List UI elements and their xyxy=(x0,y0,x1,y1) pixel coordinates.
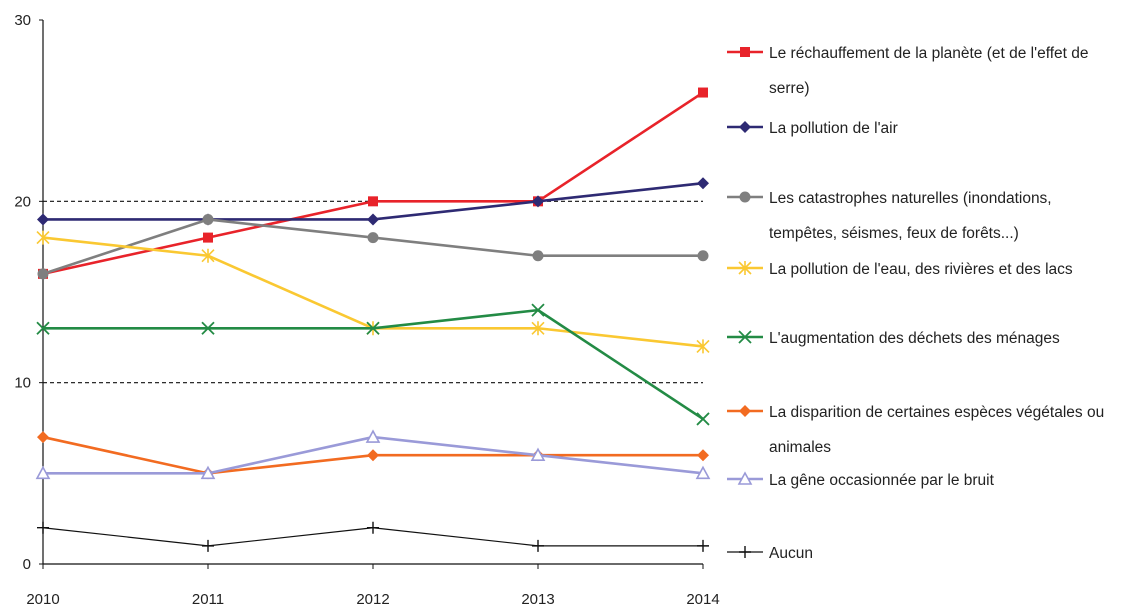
x-tick-label: 2013 xyxy=(521,591,554,608)
legend-item-aucun: Aucun xyxy=(727,545,813,562)
y-tick-label: 10 xyxy=(14,375,31,392)
data-point-la-pollution-de-l-air xyxy=(367,213,379,226)
data-point-le-rechauffement-de-la-planete-et-de-l-e xyxy=(203,232,213,243)
data-point-la-gene-occasionnee-par-le-bruit xyxy=(530,447,546,462)
data-point-aucun xyxy=(37,521,49,534)
legend-item-la-gene-occasionnee-par-le-bruit: La gêne occasionnée par le bruit xyxy=(727,471,995,489)
legend-label: Aucun xyxy=(769,545,813,562)
data-point-aucun xyxy=(532,539,544,552)
data-point-aucun xyxy=(367,521,379,534)
data-point-la-gene-occasionnee-par-le-bruit xyxy=(365,429,381,443)
legend-label: animales xyxy=(769,439,831,456)
x-tick-label: 2012 xyxy=(356,591,389,608)
legend-item-les-catastrophes-naturelles-inondations-: Les catastrophes naturelles (inondations… xyxy=(727,190,1052,242)
data-point-aucun xyxy=(697,539,709,552)
data-point-la-pollution-de-l-air xyxy=(697,177,709,190)
legend-label: La pollution de l'eau, des rivières et d… xyxy=(769,261,1073,278)
data-point-l-augmentation-des-dechets-des-menages xyxy=(201,321,215,335)
data-point-la-gene-occasionnee-par-le-bruit xyxy=(200,465,216,480)
x-tick-label: 2010 xyxy=(26,591,59,608)
legend-swatch-marker xyxy=(739,405,751,417)
legend-label: La disparition de certaines espèces végé… xyxy=(769,404,1104,421)
data-point-l-augmentation-des-dechets-des-menages xyxy=(696,412,710,426)
y-tick-label: 20 xyxy=(14,193,31,210)
data-point-la-pollution-de-l-eau-des-rivieres-et-de xyxy=(696,339,710,354)
data-point-les-catastrophes-naturelles-inondations- xyxy=(367,232,379,244)
data-point-la-pollution-de-l-eau-des-rivieres-et-de xyxy=(531,321,545,336)
series-la-gene-occasionnee-par-le-bruit xyxy=(35,429,711,480)
data-point-la-pollution-de-l-air xyxy=(37,213,49,226)
legend-label: L'augmentation des déchets des ménages xyxy=(769,330,1060,347)
series-l-augmentation-des-dechets-des-menages xyxy=(36,303,710,426)
series-line-les-catastrophes-naturelles-inondations- xyxy=(42,218,703,276)
legend-item-la-pollution-de-l-eau-des-rivieres-et-de: La pollution de l'eau, des rivières et d… xyxy=(727,261,1073,278)
legend: Le réchauffement de la planète (et de l'… xyxy=(727,45,1104,562)
data-point-aucun xyxy=(202,539,214,552)
y-tick-label: 30 xyxy=(14,12,31,29)
data-point-l-augmentation-des-dechets-des-menages xyxy=(366,321,380,335)
data-point-la-disparition-de-certaines-especes-vege xyxy=(367,449,379,462)
data-point-l-augmentation-des-dechets-des-menages xyxy=(36,321,50,335)
series-la-pollution-de-l-eau-des-rivieres-et-de xyxy=(36,230,710,354)
x-tick-label: 2011 xyxy=(192,591,224,608)
data-point-les-catastrophes-naturelles-inondations- xyxy=(37,268,49,280)
data-point-la-pollution-de-l-eau-des-rivieres-et-de xyxy=(36,230,50,245)
data-point-le-rechauffement-de-la-planete-et-de-l-e xyxy=(698,87,708,98)
data-point-la-gene-occasionnee-par-le-bruit xyxy=(695,465,711,480)
y-tick-label: 0 xyxy=(23,556,31,573)
legend-swatch-marker xyxy=(738,261,752,275)
legend-label: tempêtes, séismes, feux de forêts...) xyxy=(769,225,1019,242)
legend-item-le-rechauffement-de-la-planete-et-de-l-e: Le réchauffement de la planète (et de l'… xyxy=(727,45,1089,97)
series-les-catastrophes-naturelles-inondations- xyxy=(37,213,709,280)
series-layer xyxy=(35,87,711,552)
legend-swatch-marker xyxy=(739,191,751,203)
legend-swatch-marker xyxy=(739,546,751,558)
legend-label: La gêne occasionnée par le bruit xyxy=(769,472,995,489)
legend-swatch-marker xyxy=(739,121,751,133)
data-point-les-catastrophes-naturelles-inondations- xyxy=(202,213,214,225)
legend-item-la-disparition-de-certaines-especes-vege: La disparition de certaines espèces végé… xyxy=(727,404,1104,456)
legend-label: Le réchauffement de la planète (et de l'… xyxy=(769,45,1089,62)
legend-label: Les catastrophes naturelles (inondations… xyxy=(769,190,1052,207)
data-point-l-augmentation-des-dechets-des-menages xyxy=(531,303,545,317)
data-point-la-pollution-de-l-air xyxy=(532,195,544,208)
legend-item-la-pollution-de-l-air: La pollution de l'air xyxy=(727,120,898,137)
data-point-la-pollution-de-l-eau-des-rivieres-et-de xyxy=(201,248,215,263)
data-point-les-catastrophes-naturelles-inondations- xyxy=(697,250,709,262)
legend-label: La pollution de l'air xyxy=(769,120,898,137)
data-point-le-rechauffement-de-la-planete-et-de-l-e xyxy=(368,196,378,207)
data-point-la-gene-occasionnee-par-le-bruit xyxy=(35,465,51,480)
legend-swatch-marker xyxy=(740,47,750,57)
series-line-le-rechauffement-de-la-planete-et-de-l-e xyxy=(42,91,704,276)
series-le-rechauffement-de-la-planete-et-de-l-e xyxy=(38,87,708,279)
grid-layer xyxy=(43,200,703,384)
data-point-les-catastrophes-naturelles-inondations- xyxy=(532,250,544,262)
axes-layer: 0 10 20 30 2010 2011 2012 2013 2014 xyxy=(14,12,719,608)
legend-swatch-marker xyxy=(738,330,752,344)
legend-label: serre) xyxy=(769,80,809,97)
legend-swatch-marker xyxy=(737,471,753,485)
x-tick-label: 2014 xyxy=(686,591,719,608)
series-aucun xyxy=(37,521,709,552)
legend-item-l-augmentation-des-dechets-des-menages: L'augmentation des déchets des ménages xyxy=(727,330,1060,347)
data-point-la-disparition-de-certaines-especes-vege xyxy=(697,449,709,462)
data-point-la-disparition-de-certaines-especes-vege xyxy=(37,431,49,444)
